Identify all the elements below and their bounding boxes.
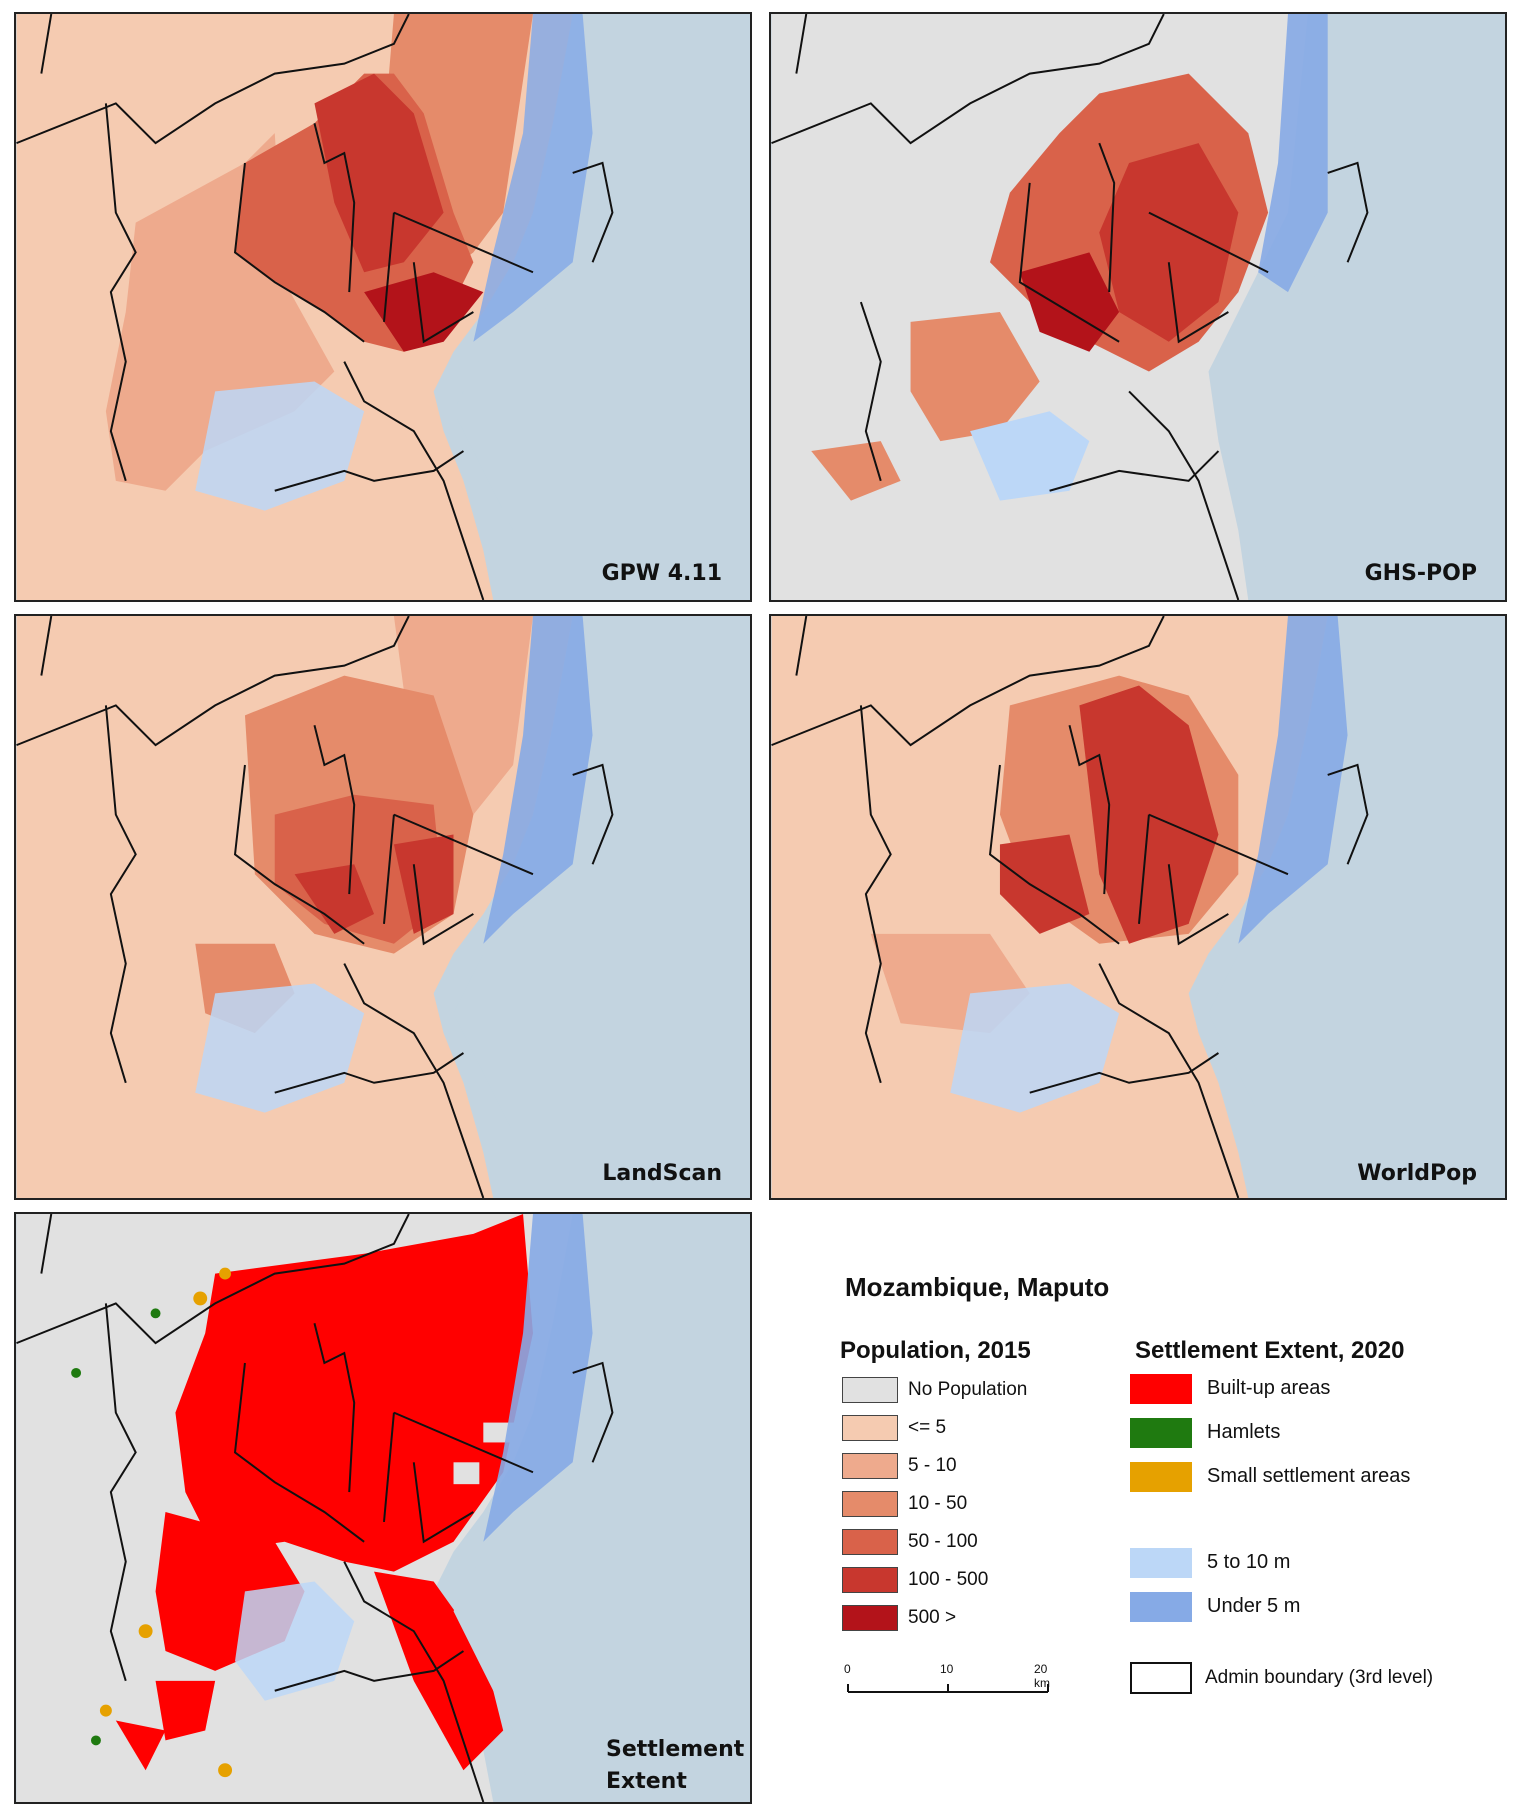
- panel-label: GHS-POP: [1364, 561, 1477, 586]
- settlement-swatch: [1130, 1374, 1192, 1404]
- settlement-class-label: Built-up areas: [1207, 1377, 1331, 1399]
- map-panel-ghs-pop: GHS-POP: [769, 12, 1507, 602]
- map-panel-settlement-extent: Settlement Extent: [14, 1212, 752, 1804]
- population-class-label: <= 5: [908, 1417, 947, 1438]
- population-class-label: No Population: [908, 1379, 1028, 1400]
- settlement-class-label: Hamlets: [1207, 1421, 1281, 1443]
- map-ghs-pop: [771, 14, 1505, 600]
- population-swatch: [842, 1491, 898, 1517]
- population-class-label: 10 - 50: [908, 1493, 968, 1514]
- elevation-swatch: [1130, 1592, 1192, 1622]
- scale-tick-10: 10: [940, 1662, 954, 1676]
- map-gpw: [16, 14, 750, 600]
- population-swatch: [842, 1567, 898, 1593]
- panel-label: LandScan: [602, 1161, 722, 1186]
- population-swatch: [842, 1453, 898, 1479]
- population-swatch: [842, 1377, 898, 1403]
- admin-boundary-swatch: [1130, 1662, 1192, 1694]
- population-class-label: 100 - 500: [908, 1569, 989, 1590]
- panel-label: GPW 4.11: [601, 561, 722, 586]
- settlement-swatch: [1130, 1418, 1192, 1448]
- elevation-class-label: 5 to 10 m: [1207, 1551, 1291, 1573]
- panel-label-line1: Settlement: [606, 1737, 745, 1762]
- map-landscan: [16, 616, 750, 1198]
- map-legend: Mozambique, Maputo Population, 2015 No P…: [790, 1212, 1507, 1804]
- map-worldpop: [771, 616, 1505, 1198]
- legend-title: Mozambique, Maputo: [845, 1272, 1110, 1302]
- settlement-legend-heading: Settlement Extent, 2020: [1135, 1337, 1405, 1364]
- scale-tick-20: 20 km: [1034, 1662, 1050, 1690]
- population-swatch: [842, 1415, 898, 1441]
- population-swatch: [842, 1529, 898, 1555]
- settlement-class-label: Small settlement areas: [1207, 1465, 1411, 1487]
- settlement-swatch: [1130, 1462, 1192, 1492]
- elevation-swatch: [1130, 1548, 1192, 1578]
- scale-tick-0: 0: [844, 1662, 851, 1676]
- panel-label-line2: Extent: [606, 1769, 687, 1794]
- map-panel-gpw: GPW 4.11: [14, 12, 752, 602]
- panel-label: Settlement Extent: [606, 1734, 744, 1798]
- map-panel-worldpop: WorldPop: [769, 614, 1507, 1200]
- population-class-label: 500 >: [908, 1607, 957, 1628]
- map-panel-landscan: LandScan: [14, 614, 752, 1200]
- population-legend-heading: Population, 2015: [840, 1337, 1031, 1364]
- map-settlement-extent: [16, 1214, 750, 1802]
- admin-boundary-label: Admin boundary (3rd level): [1205, 1667, 1434, 1688]
- population-swatch: [842, 1605, 898, 1631]
- scale-bar: 0 10 20 km: [844, 1662, 1050, 1702]
- population-class-label: 50 - 100: [908, 1531, 978, 1552]
- elevation-class-label: Under 5 m: [1207, 1595, 1301, 1617]
- panel-label: WorldPop: [1357, 1161, 1477, 1186]
- population-class-label: 5 - 10: [908, 1455, 957, 1476]
